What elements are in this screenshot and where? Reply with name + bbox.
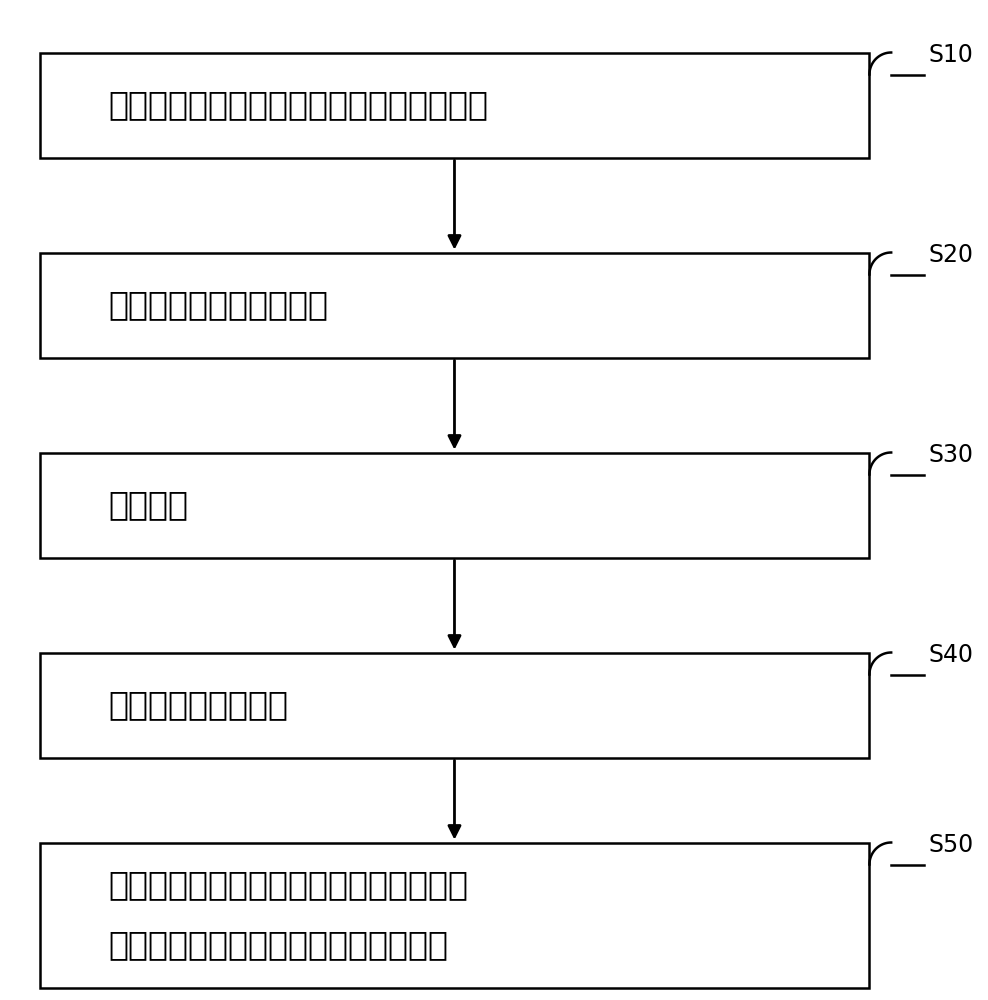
Bar	[40, 452, 869, 558]
Text: 加工镜片: 加工镜片	[109, 488, 189, 522]
Bar	[40, 252, 869, 358]
Text: S10: S10	[929, 42, 973, 66]
Text: S20: S20	[929, 243, 974, 267]
Text: S30: S30	[929, 442, 974, 466]
Text: S50: S50	[929, 832, 974, 856]
Text: 将粘结体固定在铣磨台上: 将粘结体固定在铣磨台上	[109, 288, 329, 322]
Text: 粘结体预定时长以分离镜片与玻璃工装: 粘结体预定时长以分离镜片与玻璃工装	[109, 928, 449, 962]
Bar	[40, 652, 869, 758]
Text: 分离粘结体与铣磨台: 分离粘结体与铣磨台	[109, 688, 288, 722]
Text: 使用胶水粘结玻璃工装与镜片以形成粘结体: 使用胶水粘结玻璃工装与镜片以形成粘结体	[109, 89, 489, 121]
Bar	[40, 842, 869, 988]
Bar	[40, 52, 869, 157]
Text: 用第一温度的水及第二温度的水交替浸泡: 用第一温度的水及第二温度的水交替浸泡	[109, 868, 468, 902]
Text: S40: S40	[929, 643, 974, 667]
